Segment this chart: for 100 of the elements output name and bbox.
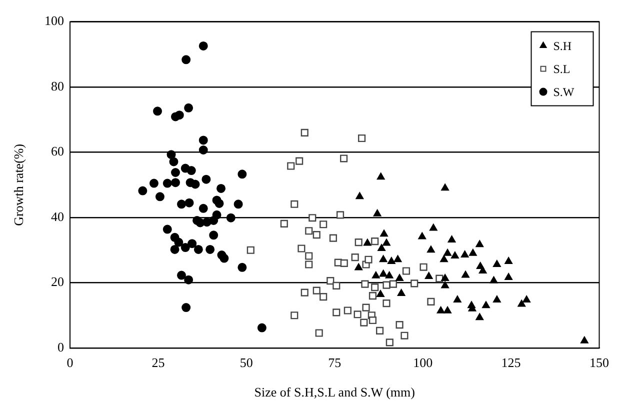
point (444, 248, 452, 256)
point (344, 306, 352, 314)
point (379, 255, 388, 262)
point (478, 266, 487, 274)
point (354, 263, 363, 270)
point (176, 200, 186, 209)
point (166, 150, 176, 160)
y-tick-label: 20 (51, 274, 64, 290)
point (394, 255, 402, 262)
point (238, 262, 247, 272)
point (448, 236, 456, 243)
point (226, 213, 236, 222)
y-axis-title: Growth rate(%) (11, 144, 26, 226)
point (238, 170, 247, 179)
point (320, 293, 328, 301)
y-tick-label: 40 (51, 208, 64, 224)
point (206, 244, 215, 254)
y-tick-label: 100 (44, 13, 64, 28)
point (220, 254, 229, 263)
point (379, 270, 388, 277)
point (332, 308, 340, 316)
point (373, 209, 382, 216)
point (382, 300, 390, 308)
point (468, 248, 477, 256)
point (153, 106, 162, 116)
point (198, 145, 208, 154)
point (312, 231, 320, 239)
point (184, 198, 194, 208)
point (380, 230, 388, 237)
point (216, 184, 226, 193)
point (376, 290, 384, 298)
point (138, 186, 148, 196)
point (155, 192, 164, 202)
point (436, 306, 445, 314)
point (440, 255, 448, 262)
point (194, 244, 203, 254)
point (182, 55, 191, 64)
point (376, 172, 385, 180)
point (372, 271, 380, 278)
point (450, 252, 459, 259)
x-tick-label: 100 (413, 355, 433, 370)
point (362, 304, 370, 312)
point (169, 157, 178, 166)
point (290, 200, 298, 208)
point (257, 323, 266, 332)
point (198, 136, 208, 145)
point (280, 220, 288, 228)
point (170, 168, 180, 178)
point (363, 238, 372, 246)
point (436, 274, 444, 282)
point (186, 166, 196, 176)
point (300, 128, 308, 136)
point (382, 238, 390, 246)
y-tick-label: 80 (51, 78, 64, 94)
point (180, 243, 190, 252)
point (354, 310, 362, 318)
point (358, 134, 366, 142)
point (396, 321, 404, 329)
point (427, 298, 435, 306)
point (329, 234, 337, 242)
point (360, 318, 368, 326)
point (326, 277, 334, 285)
x-tick-label: 125 (501, 355, 521, 370)
point (441, 281, 450, 288)
point (580, 336, 588, 344)
point (371, 284, 379, 292)
point (444, 306, 452, 314)
point (462, 270, 470, 278)
point (209, 230, 218, 240)
point (315, 329, 323, 337)
legend-label: S.W (553, 84, 575, 99)
y-tick-label: 60 (51, 144, 64, 159)
point (198, 204, 208, 213)
point (522, 296, 531, 303)
point (332, 282, 340, 290)
point (214, 198, 224, 208)
point (418, 232, 426, 240)
point (312, 286, 320, 294)
point (162, 224, 172, 234)
point (397, 289, 406, 296)
point (198, 41, 208, 50)
x-tick-label: 75 (328, 355, 342, 370)
point (476, 240, 484, 248)
point (336, 211, 344, 219)
point (368, 316, 377, 324)
point (287, 162, 295, 170)
point (190, 180, 200, 189)
point (184, 275, 194, 284)
point (518, 300, 526, 307)
point (170, 178, 180, 188)
point (202, 174, 211, 184)
point (371, 238, 379, 246)
point (212, 210, 222, 220)
point (305, 227, 313, 235)
point (387, 257, 396, 264)
point (426, 246, 435, 253)
point (490, 276, 498, 284)
point (453, 296, 462, 303)
point (174, 238, 184, 247)
x-tick-label: 25 (152, 355, 165, 370)
